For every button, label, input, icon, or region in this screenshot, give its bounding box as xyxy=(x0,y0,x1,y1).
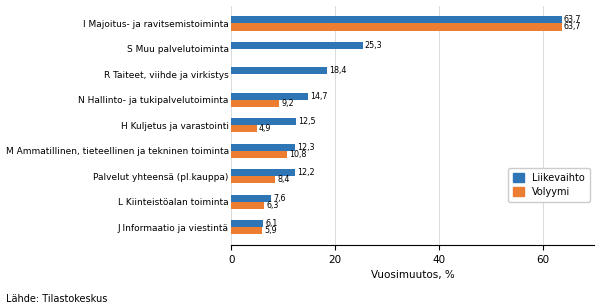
Legend: Liikevaihto, Volyymi: Liikevaihto, Volyymi xyxy=(508,168,590,202)
Bar xyxy=(232,227,262,234)
Bar xyxy=(232,100,279,107)
Text: 12,5: 12,5 xyxy=(298,117,316,126)
Bar xyxy=(232,143,295,151)
Bar xyxy=(232,176,275,183)
Bar xyxy=(232,118,296,125)
Bar xyxy=(232,67,327,74)
Text: 8,4: 8,4 xyxy=(277,175,289,184)
Bar xyxy=(232,195,271,202)
Bar xyxy=(232,23,562,30)
Bar xyxy=(232,16,562,23)
Text: 9,2: 9,2 xyxy=(281,99,294,108)
Text: 18,4: 18,4 xyxy=(329,66,346,75)
Bar xyxy=(232,220,263,227)
Text: 5,9: 5,9 xyxy=(264,226,277,235)
Text: 25,3: 25,3 xyxy=(365,41,382,50)
Bar xyxy=(232,42,362,49)
Text: 7,6: 7,6 xyxy=(273,194,286,202)
Text: 14,7: 14,7 xyxy=(310,92,327,101)
Text: 12,2: 12,2 xyxy=(297,168,314,177)
Text: 12,3: 12,3 xyxy=(298,143,315,152)
Bar xyxy=(232,93,308,100)
Bar xyxy=(232,202,264,209)
Text: 63,7: 63,7 xyxy=(564,22,581,31)
Text: 4,9: 4,9 xyxy=(259,124,271,133)
X-axis label: Vuosimuutos, %: Vuosimuutos, % xyxy=(371,270,455,280)
Bar xyxy=(232,151,287,158)
Text: 10,8: 10,8 xyxy=(290,150,307,159)
Bar xyxy=(232,169,295,176)
Text: 6,3: 6,3 xyxy=(266,201,278,210)
Text: 63,7: 63,7 xyxy=(564,15,581,24)
Text: Lähde: Tilastokeskus: Lähde: Tilastokeskus xyxy=(6,294,107,304)
Bar xyxy=(232,125,257,132)
Text: 6,1: 6,1 xyxy=(265,219,278,228)
